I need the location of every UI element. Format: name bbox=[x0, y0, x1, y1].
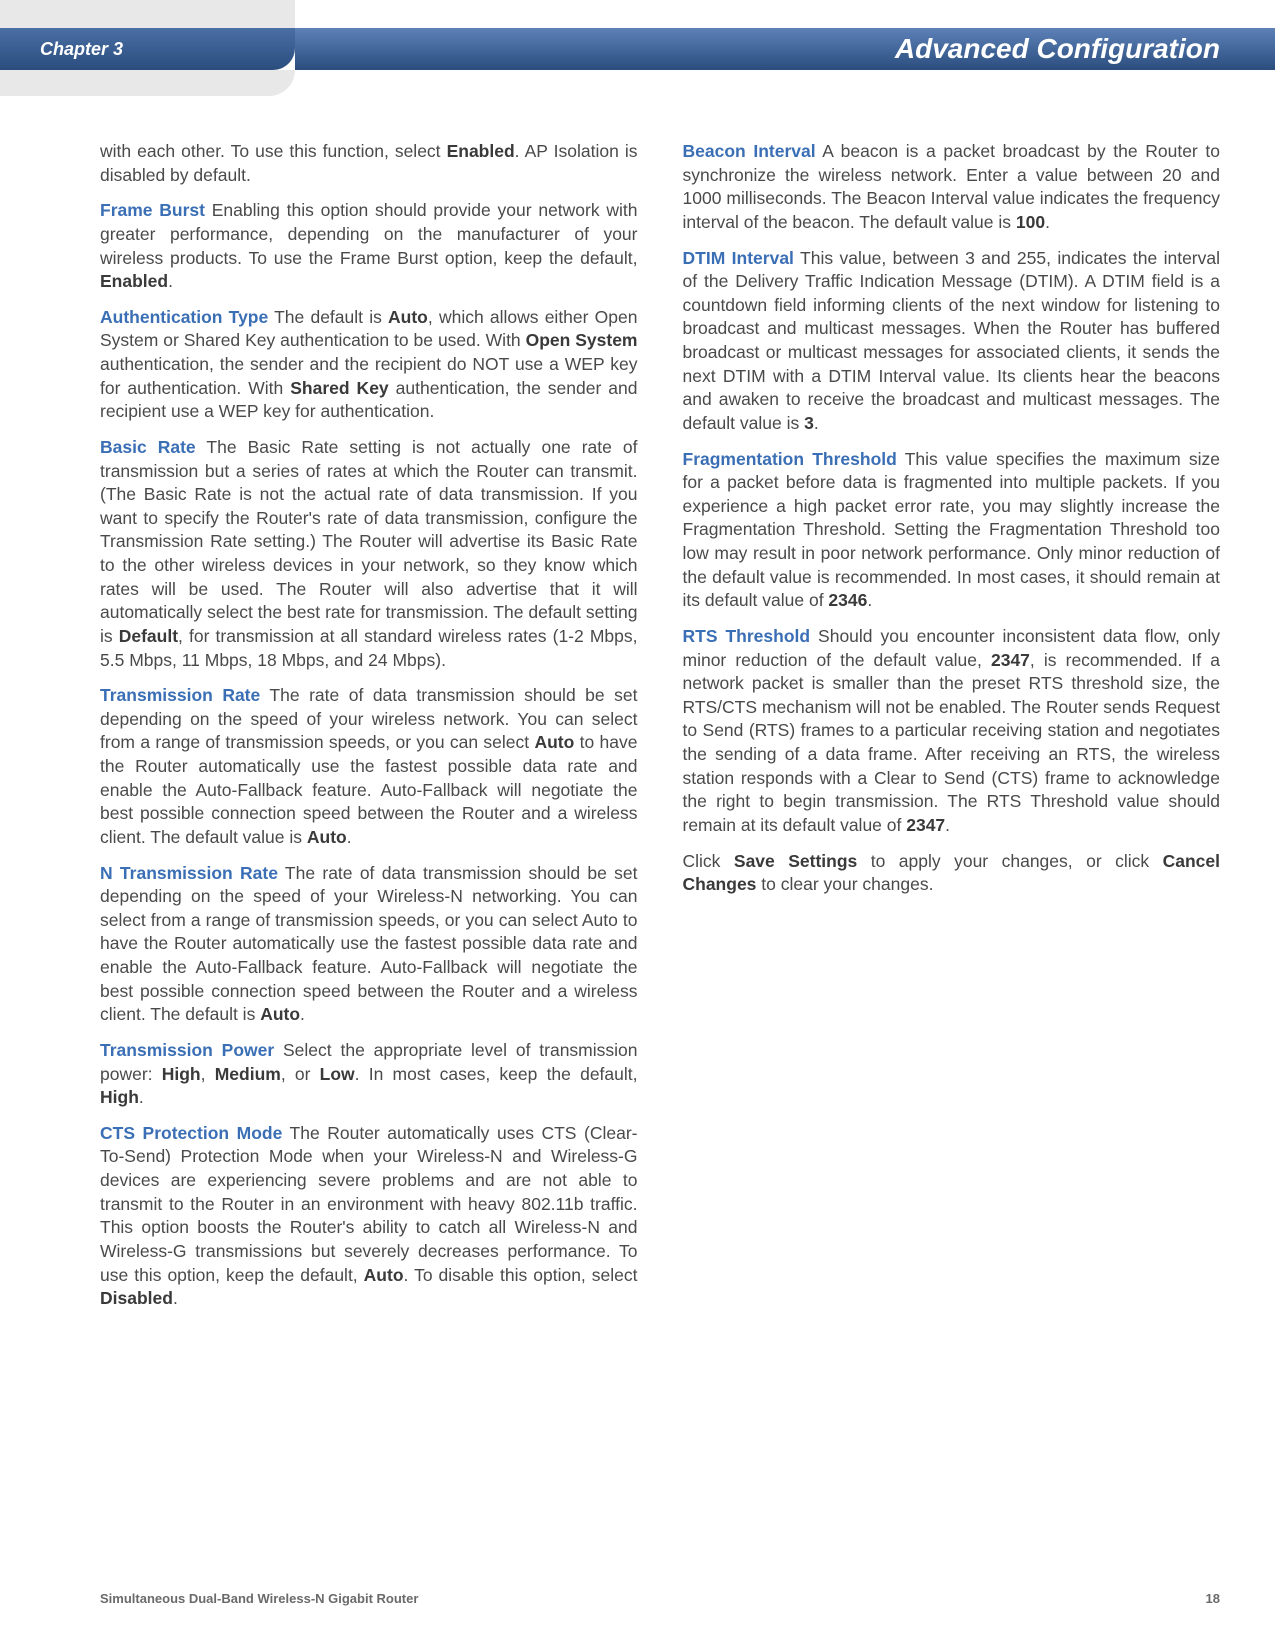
fragmentation-threshold-term: Fragmentation Threshold bbox=[683, 449, 897, 469]
cts-protection-term: CTS Protection Mode bbox=[100, 1123, 282, 1143]
dtim-interval-paragraph: DTIM Interval This value, between 3 and … bbox=[683, 247, 1221, 436]
frame-burst-paragraph: Frame Burst Enabling this option should … bbox=[100, 199, 638, 294]
transmission-rate-paragraph: Transmission Rate The rate of data trans… bbox=[100, 684, 638, 849]
header-bar: Chapter 3 Advanced Configuration bbox=[0, 28, 1275, 70]
page-title: Advanced Configuration bbox=[895, 33, 1220, 65]
cts-protection-paragraph: CTS Protection Mode The Router automatic… bbox=[100, 1122, 638, 1311]
basic-rate-paragraph: Basic Rate The Basic Rate setting is not… bbox=[100, 436, 638, 672]
transmission-power-paragraph: Transmission Power Select the appropriat… bbox=[100, 1039, 638, 1110]
footer: Simultaneous Dual-Band Wireless-N Gigabi… bbox=[100, 1591, 1220, 1606]
chapter-label: Chapter 3 bbox=[40, 39, 123, 60]
side-gray-accent bbox=[0, 70, 295, 96]
rts-threshold-term: RTS Threshold bbox=[683, 626, 811, 646]
auth-type-paragraph: Authentication Type The default is Auto,… bbox=[100, 306, 638, 424]
n-transmission-rate-term: N Transmission Rate bbox=[100, 863, 278, 883]
chapter-tab: Chapter 3 bbox=[0, 28, 295, 70]
header-right: Advanced Configuration bbox=[295, 28, 1275, 70]
save-settings-paragraph: Click Save Settings to apply your change… bbox=[683, 850, 1221, 897]
dtim-interval-term: DTIM Interval bbox=[683, 248, 794, 268]
transmission-rate-term: Transmission Rate bbox=[100, 685, 260, 705]
footer-product: Simultaneous Dual-Band Wireless-N Gigabi… bbox=[100, 1591, 418, 1606]
footer-page-number: 18 bbox=[1206, 1591, 1220, 1606]
right-column: Beacon Interval A beacon is a packet bro… bbox=[683, 140, 1221, 1571]
left-column: with each other. To use this function, s… bbox=[100, 140, 638, 1571]
transmission-power-term: Transmission Power bbox=[100, 1040, 274, 1060]
basic-rate-term: Basic Rate bbox=[100, 437, 196, 457]
ap-isolation-paragraph: with each other. To use this function, s… bbox=[100, 140, 638, 187]
frame-burst-term: Frame Burst bbox=[100, 200, 205, 220]
content-area: with each other. To use this function, s… bbox=[100, 140, 1220, 1571]
rts-threshold-paragraph: RTS Threshold Should you encounter incon… bbox=[683, 625, 1221, 838]
beacon-interval-term: Beacon Interval bbox=[683, 141, 816, 161]
n-transmission-rate-paragraph: N Transmission Rate The rate of data tra… bbox=[100, 862, 638, 1027]
auth-type-term: Authentication Type bbox=[100, 307, 268, 327]
beacon-interval-paragraph: Beacon Interval A beacon is a packet bro… bbox=[683, 140, 1221, 235]
fragmentation-threshold-paragraph: Fragmentation Threshold This value speci… bbox=[683, 448, 1221, 613]
top-gray-accent bbox=[0, 0, 295, 28]
